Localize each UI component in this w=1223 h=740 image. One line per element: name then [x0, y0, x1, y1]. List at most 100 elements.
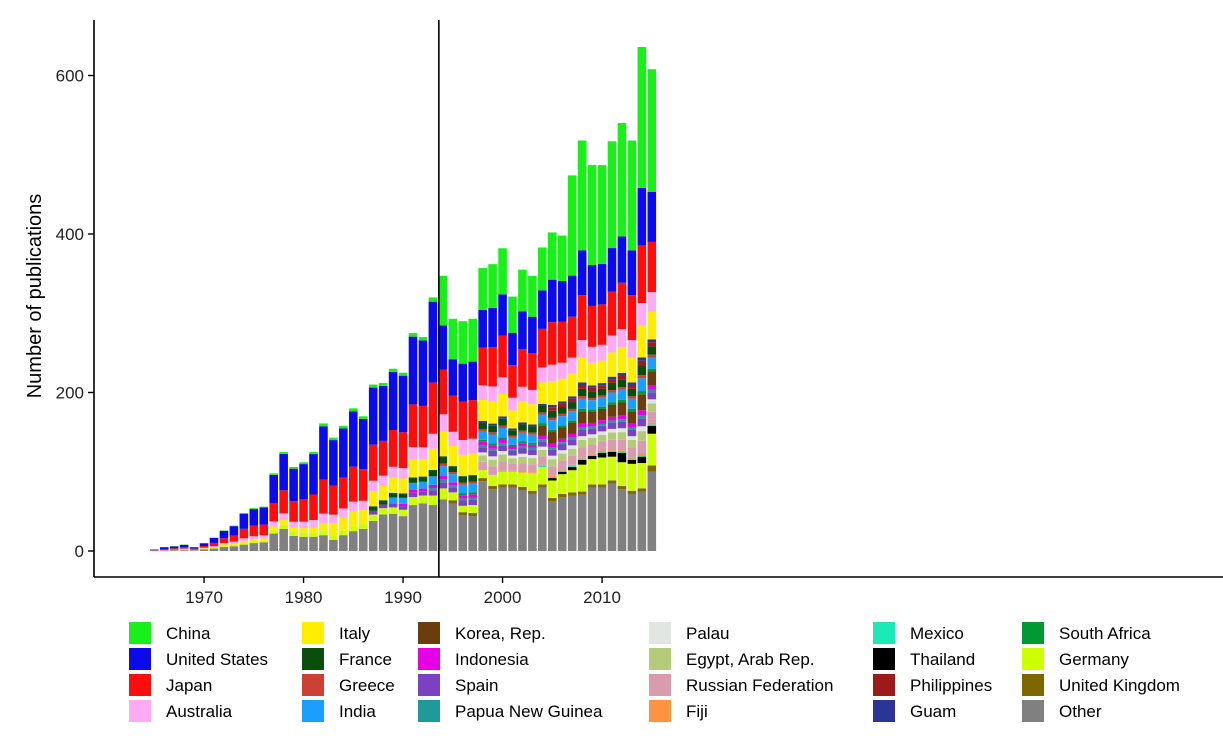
bar-segment: [597, 487, 607, 551]
bar-segment: [269, 474, 278, 504]
bar-segment: [279, 490, 288, 514]
bar-segment: [289, 467, 298, 469]
legend-label: Other: [1059, 702, 1102, 721]
bar-segment: [627, 436, 637, 440]
bar-segment: [478, 347, 487, 386]
bar-segment: [567, 422, 577, 434]
bar-segment: [179, 547, 189, 549]
bar-segment: [468, 483, 477, 493]
bar-segment: [349, 411, 358, 467]
bar-segment: [468, 492, 477, 495]
bar-segment: [627, 357, 637, 383]
bar-segment: [418, 337, 428, 341]
bar-segment: [518, 432, 527, 442]
bar-segment: [378, 475, 388, 486]
bar-segment: [607, 428, 617, 433]
bar-segment: [637, 391, 647, 395]
bar-segment: [518, 448, 527, 454]
bar-segment: [538, 405, 547, 413]
bar-segment: [587, 346, 597, 363]
legend-label: Greece: [339, 676, 395, 695]
bar-segment: [428, 297, 438, 302]
bar-segment: [627, 427, 637, 430]
bar-segment: [458, 500, 468, 506]
bar-segment: [587, 265, 597, 306]
bar-segment: [607, 352, 617, 377]
bar-segment: [548, 322, 557, 365]
bar-segment: [587, 400, 597, 410]
bar-segment: [617, 415, 627, 420]
bar-segment: [448, 472, 458, 475]
bar-segment: [219, 545, 229, 548]
y-tick-label: 400: [56, 225, 84, 244]
bar-segment: [289, 501, 298, 522]
bar-segment: [627, 340, 637, 358]
bar-segment: [229, 544, 239, 547]
bar-segment: [637, 360, 647, 366]
bar-segment: [508, 332, 517, 366]
bar-segment: [518, 486, 527, 490]
bar-segment: [567, 316, 577, 358]
bar-segment: [309, 454, 318, 495]
bar-segment: [488, 307, 497, 348]
bar-segment: [587, 437, 597, 445]
bar-segment: [627, 429, 637, 437]
bar-segment: [567, 396, 577, 399]
bar-segment: [647, 392, 657, 400]
bar-segment: [557, 407, 567, 414]
bar-segment: [528, 447, 537, 450]
bar-segment: [577, 423, 587, 428]
bar-segment: [398, 432, 408, 469]
bar-segment: [150, 550, 159, 551]
bar-segment: [498, 484, 507, 488]
bar-segment: [518, 422, 527, 425]
bar-segment: [368, 510, 378, 515]
bar-segment: [428, 469, 438, 477]
bar-segment: [538, 412, 547, 415]
bar-segment: [607, 141, 617, 249]
bar-segment: [617, 375, 627, 380]
bar-segment: [607, 379, 617, 383]
bar-segment: [647, 471, 657, 551]
legend-label: Germany: [1059, 650, 1129, 669]
bar-segment: [567, 373, 577, 397]
bar-segment: [448, 474, 458, 483]
legend-swatch: [129, 674, 151, 696]
bar-segment: [289, 527, 298, 532]
bar-segment: [219, 547, 229, 551]
bar-segment: [448, 431, 458, 446]
bar-segment: [418, 503, 428, 551]
bar-segment: [637, 46, 647, 188]
bar-segment: [388, 492, 398, 498]
bar-segment: [597, 360, 607, 384]
bar-segment: [617, 372, 627, 376]
bar-segment: [329, 440, 338, 486]
bar-segment: [189, 550, 199, 551]
bar-segment: [358, 510, 368, 524]
bar-segment: [408, 492, 418, 498]
bar-segment: [418, 481, 428, 489]
bar-segment: [488, 423, 497, 426]
bar-segment: [587, 453, 597, 455]
bar-segment: [478, 478, 487, 482]
bar-segment: [398, 497, 408, 504]
bar-segment: [319, 513, 328, 524]
bar-segment: [498, 294, 507, 336]
bar-segment: [637, 456, 647, 464]
x-tick-label: 2000: [484, 588, 522, 607]
bar-segment: [458, 484, 468, 494]
bar-segment: [498, 442, 507, 446]
bar-segment: [607, 390, 617, 393]
bar-segment: [528, 404, 537, 425]
legend-label: Fiji: [686, 702, 708, 721]
bar-segment: [597, 450, 607, 452]
legend-swatch: [649, 622, 671, 644]
bar-segment: [319, 423, 328, 427]
bar-segment: [557, 442, 567, 445]
bar-segment: [319, 530, 328, 536]
bar-segment: [398, 375, 408, 433]
bar-segment: [408, 482, 418, 490]
bar-segment: [617, 419, 627, 422]
bar-segment: [567, 495, 577, 551]
bar-segment: [597, 344, 607, 361]
